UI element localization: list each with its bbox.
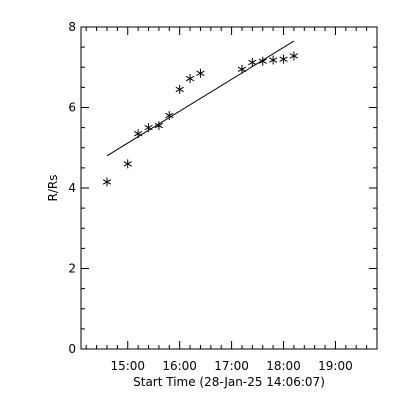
x-tick-label: 15:00: [110, 359, 145, 373]
data-point: [165, 111, 174, 121]
data-point: [102, 177, 112, 187]
plot-frame: [80, 26, 378, 350]
y-tick-label: 4: [68, 181, 76, 195]
data-point: [268, 55, 278, 65]
data-point: [123, 159, 132, 169]
y-tick-label: 6: [68, 101, 76, 115]
data-point: [279, 54, 288, 64]
fit-line: [106, 40, 295, 157]
data-point: [185, 74, 195, 84]
y-tick-label: 2: [68, 262, 76, 276]
data-point: [154, 121, 164, 131]
x-tick-label: 19:00: [318, 359, 353, 373]
y-axis-label: R/Rs: [46, 175, 60, 202]
fit-line-layer: [106, 40, 295, 157]
x-axis-label: Start Time (28-Jan-25 14:06:07): [133, 375, 325, 389]
data-point: [258, 56, 267, 66]
x-tick-label: 16:00: [162, 359, 197, 373]
tick-labels: 15:00 16:00 17:00 18:00 19:00 0 2 4 6 8: [68, 20, 352, 373]
data-points-layer: [102, 51, 299, 187]
x-tick-label: 17:00: [214, 359, 249, 373]
data-point: [237, 64, 247, 74]
data-point: [248, 57, 257, 67]
y-tick-label: 0: [68, 342, 76, 356]
data-point: [144, 123, 153, 133]
data-point: [175, 84, 184, 94]
y-tick-label: 8: [68, 20, 76, 34]
x-tick-label: 18:00: [266, 359, 301, 373]
data-point: [289, 51, 299, 61]
axis-ticks: [81, 26, 378, 350]
data-point: [133, 129, 143, 139]
data-point: [196, 68, 205, 78]
